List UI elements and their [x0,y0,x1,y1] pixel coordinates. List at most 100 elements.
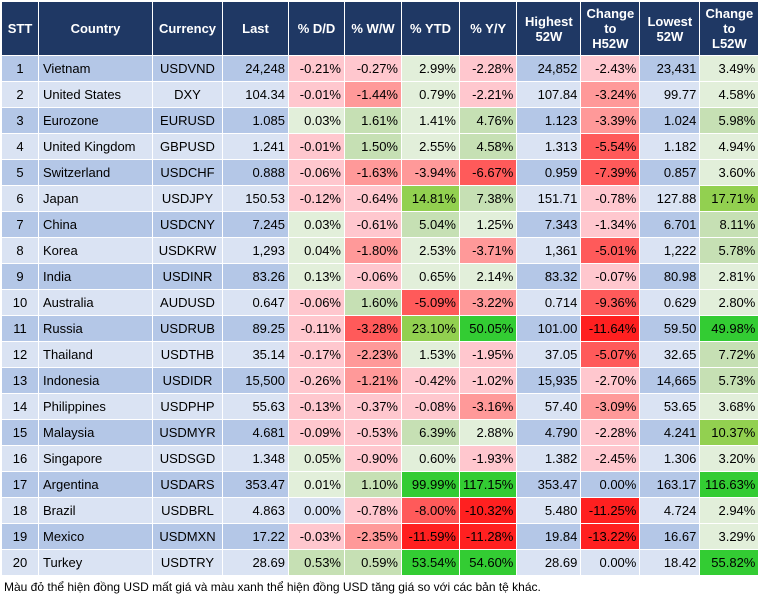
cell-ytd: 2.55% [401,133,460,160]
col-l52: Change to L52W [699,1,760,56]
cell-l52: 17.71% [699,185,760,212]
table-row: 6 Japan USDJPY 150.53 -0.12% -0.64% 14.81% 7.38… [1,185,760,212]
cell-country: Brazil [38,497,153,524]
cell-h52: -7.39% [580,159,641,186]
cell-ww: -0.90% [344,445,402,472]
cell-h52: -0.07% [580,263,641,290]
cell-low: 32.65 [639,341,701,368]
col-h52: Change to H52W [580,1,641,56]
col-country: Country [38,1,153,56]
table-row: 12 Thailand USDTHB 35.14 -0.17% -2.23% 1.53% -1… [1,341,760,368]
cell-low: 1.182 [639,133,701,160]
cell-low: 23,431 [639,55,701,82]
cell-ytd: -3.94% [401,159,460,186]
cell-l52: 7.72% [699,341,760,368]
cell-l52: 116.63% [699,471,760,498]
cell-high: 7.343 [516,211,582,238]
table-row: 14 Philippines USDPHP 55.63 -0.13% -0.37% -0.0… [1,393,760,420]
table-row: 4 United Kingdom GBPUSD 1.241 -0.01% 1.50% 2.5… [1,133,760,160]
cell-ww: -0.64% [344,185,402,212]
cell-h52: -2.43% [580,55,641,82]
cell-high: 83.32 [516,263,582,290]
table-header: STT Country Currency Last % D/D % W/W % … [1,1,760,56]
cell-low: 1.306 [639,445,701,472]
cell-ww: -1.63% [344,159,402,186]
fx-table: STT Country Currency Last % D/D % W/W % … [1,1,760,576]
cell-country: Eurozone [38,107,153,134]
cell-yy: -2.28% [458,55,518,82]
table-row: 17 Argentina USDARS 353.47 0.01% 1.10% 99.99% 1… [1,471,760,498]
cell-yy: 54.60% [458,549,518,576]
cell-last: 89.25 [222,315,289,342]
cell-high: 5.480 [516,497,582,524]
cell-ww: -0.27% [344,55,402,82]
cell-last: 15,500 [222,367,289,394]
cell-high: 101.00 [516,315,582,342]
cell-yy: 4.76% [458,107,518,134]
cell-country: Indonesia [38,367,153,394]
cell-h52: -3.24% [580,81,641,108]
table-row: 16 Singapore USDSGD 1.348 0.05% -0.90% 0.60% -1… [1,445,760,472]
cell-stt: 17 [1,471,39,498]
cell-yy: -1.93% [458,445,518,472]
cell-ytd: 14.81% [401,185,460,212]
footnote: Màu đỏ thể hiện đồng USD mất giá và màu … [4,580,541,594]
col-ytd: % YTD [401,1,460,56]
cell-high: 1,361 [516,237,582,264]
table-row: 10 Australia AUDUSD 0.647 -0.06% 1.60% -5.09% -… [1,289,760,316]
cell-ytd: 0.79% [401,81,460,108]
cell-ww: 1.10% [344,471,402,498]
cell-dd: -0.21% [288,55,345,82]
cell-h52: -5.07% [580,341,641,368]
col-high-l1: Highest [525,13,573,29]
cell-ww: -0.53% [344,419,402,446]
cell-ytd: -0.42% [401,367,460,394]
cell-currency: USDARS [152,471,223,498]
cell-stt: 1 [1,55,39,82]
table-row: 20 Turkey USDTRY 28.69 0.53% 0.59% 53.54% 54.60… [1,549,760,576]
cell-stt: 3 [1,107,39,134]
cell-ytd: 53.54% [401,549,460,576]
cell-country: Thailand [38,341,153,368]
cell-h52: -5.54% [580,133,641,160]
cell-last: 17.22 [222,523,289,550]
cell-ytd: 6.39% [401,419,460,446]
cell-low: 6.701 [639,211,701,238]
cell-h52: -0.78% [580,185,641,212]
cell-currency: USDINR [152,263,223,290]
cell-yy: -6.67% [458,159,518,186]
col-low-l2: 52W [656,28,684,44]
cell-l52: 5.78% [699,237,760,264]
cell-stt: 20 [1,549,39,576]
cell-l52: 2.80% [699,289,760,316]
table-row: 3 Eurozone EURUSD 1.085 0.03% 1.61% 1.41% 4.76%… [1,107,760,134]
cell-high: 37.05 [516,341,582,368]
cell-ww: -2.23% [344,341,402,368]
cell-ytd: -8.00% [401,497,460,524]
cell-low: 4.241 [639,419,701,446]
cell-last: 4.681 [222,419,289,446]
cell-currency: USDRUB [152,315,223,342]
cell-dd: -0.12% [288,185,345,212]
cell-country: Malaysia [38,419,153,446]
cell-currency: DXY [152,81,223,108]
col-dd: % D/D [288,1,345,56]
table-row: 5 Switzerland USDCHF 0.888 -0.06% -1.63% -3.94… [1,159,760,186]
cell-last: 0.647 [222,289,289,316]
cell-l52: 55.82% [699,549,760,576]
cell-high: 15,935 [516,367,582,394]
cell-currency: USDPHP [152,393,223,420]
cell-yy: -3.16% [458,393,518,420]
cell-l52: 49.98% [699,315,760,342]
cell-dd: -0.01% [288,81,345,108]
cell-country: Korea [38,237,153,264]
col-currency: Currency [152,1,223,56]
cell-l52: 3.29% [699,523,760,550]
cell-country: Turkey [38,549,153,576]
cell-high: 151.71 [516,185,582,212]
cell-ytd: 1.53% [401,341,460,368]
cell-currency: USDCHF [152,159,223,186]
cell-dd: 0.04% [288,237,345,264]
cell-country: Switzerland [38,159,153,186]
cell-dd: -0.06% [288,159,345,186]
